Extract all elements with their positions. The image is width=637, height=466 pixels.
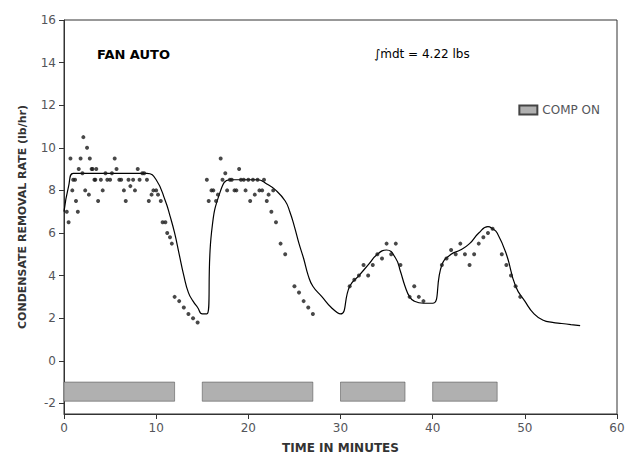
svg-text:0: 0 — [60, 421, 68, 435]
svg-text:60: 60 — [609, 421, 624, 435]
svg-text:8: 8 — [48, 183, 56, 197]
svg-text:-2: -2 — [44, 396, 56, 410]
svg-text:10: 10 — [149, 421, 164, 435]
svg-text:50: 50 — [517, 421, 532, 435]
svg-text:16: 16 — [41, 13, 56, 27]
svg-text:2: 2 — [48, 311, 56, 325]
svg-text:4: 4 — [48, 269, 56, 283]
svg-text:COMP ON: COMP ON — [542, 103, 600, 117]
svg-text:0: 0 — [48, 354, 56, 368]
svg-text:40: 40 — [425, 421, 440, 435]
svg-text:∫ṁdt = 4.22 lbs: ∫ṁdt = 4.22 lbs — [374, 47, 470, 61]
svg-text:30: 30 — [333, 421, 348, 435]
svg-text:FAN AUTO: FAN AUTO — [97, 47, 170, 62]
svg-text:TIME IN MINUTES: TIME IN MINUTES — [282, 441, 399, 455]
svg-text:CONDENSATE REMOVAL RATE (lb/hr: CONDENSATE REMOVAL RATE (lb/hr) — [16, 105, 29, 329]
svg-text:6: 6 — [48, 226, 56, 240]
svg-text:14: 14 — [41, 56, 56, 70]
svg-text:10: 10 — [41, 141, 56, 155]
svg-text:20: 20 — [241, 421, 256, 435]
svg-text:12: 12 — [41, 98, 56, 112]
